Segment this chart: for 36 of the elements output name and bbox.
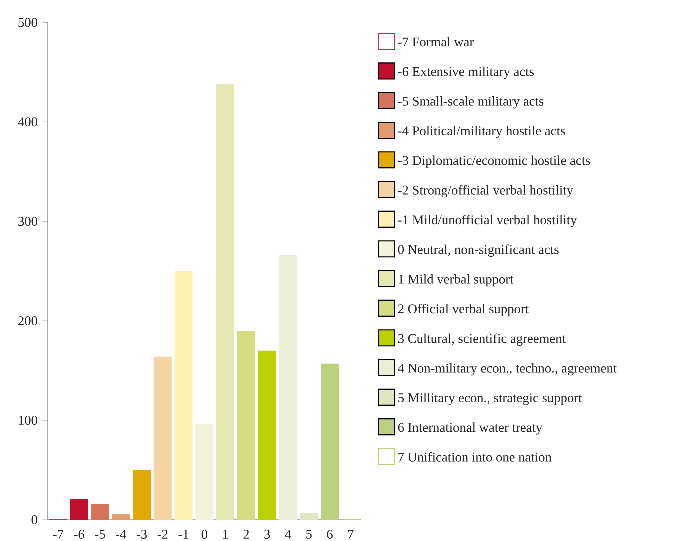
legend-label: -4 Political/military hostile acts [398, 126, 566, 138]
y-tick-label: 500 [18, 18, 38, 28]
legend-label: -2 Strong/official verbal hostility [398, 185, 574, 198]
legend-label: -5 Small-scale military acts [398, 96, 544, 109]
legend-label: 6 International water treaty [398, 422, 543, 435]
x-tick-label: 6 [327, 530, 333, 539]
legend-label: 0 Neutral, non-significant acts [398, 244, 559, 258]
legend-label: -1 Mild/unofficial verbal hostility [398, 215, 578, 228]
y-tick-label: 300 [18, 217, 38, 226]
legend-label: -7 Formal war [398, 37, 474, 47]
x-tick-label: -7 [53, 530, 64, 539]
x-tick-label: -2 [158, 530, 168, 539]
y-tick-label: 200 [18, 316, 38, 326]
x-tick-label: -3 [136, 530, 148, 539]
legend-label: 7 Unification into one nation [398, 452, 552, 462]
y-tick-label: 400 [18, 118, 38, 127]
legend-label: -3 Diplomatic/economic hostile acts [398, 156, 590, 168]
legend-label: 2 Official verbal support [398, 304, 529, 316]
legend-label: 3 Cultural, scientific agreement [398, 334, 566, 346]
x-tick-label: 3 [264, 530, 270, 539]
y-tick-label: 100 [19, 416, 38, 426]
legend-label: -6 Extensive military acts [398, 66, 534, 80]
x-tick-label: 7 [348, 530, 354, 539]
x-tick-label: 4 [285, 530, 292, 539]
legend-label: 4 Non-military econ., techno., agreement [398, 364, 618, 376]
x-tick-label: -5 [95, 530, 106, 539]
legend-label: 1 Mild verbal support [399, 274, 514, 287]
x-tick-label: -4 [116, 530, 126, 539]
x-tick-label: 5 [306, 530, 312, 539]
x-tick-label: 2 [244, 530, 250, 539]
x-tick-label: -6 [74, 530, 84, 539]
x-tick-label: -1 [178, 530, 189, 539]
legend-label: 5 Millitary econ., strategic support [398, 393, 582, 406]
x-tick-label: 0 [202, 530, 208, 540]
y-tick-label: 0 [32, 515, 38, 524]
x-tick-label: 1 [223, 530, 228, 539]
